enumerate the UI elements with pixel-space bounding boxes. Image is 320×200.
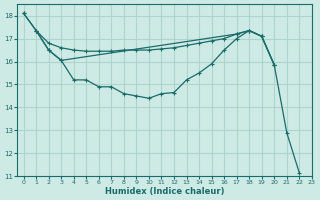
X-axis label: Humidex (Indice chaleur): Humidex (Indice chaleur) bbox=[105, 187, 224, 196]
